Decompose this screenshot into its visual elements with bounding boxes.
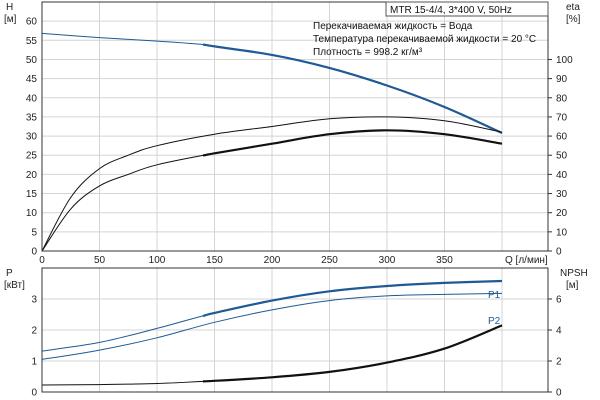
bottom-left-tick-label: 2	[31, 326, 37, 337]
x-tick-label: 350	[436, 255, 453, 266]
top-right-tick-label: 90	[556, 74, 568, 85]
top-series-1-line	[41, 116, 503, 252]
top-right-tick-label: 70	[556, 112, 568, 123]
x-tick-label: 300	[379, 255, 396, 266]
top-left-axis-label: H	[6, 2, 13, 13]
bottom-left-axis-label: P	[6, 268, 13, 279]
chart-title: MTR 15-4/4, 3*400 V, 50Hz	[390, 5, 512, 16]
top-left-tick-label: 10	[26, 208, 38, 219]
top-series-0-operating-range	[202, 43, 503, 135]
bottom-right-tick-label: 6	[556, 295, 562, 306]
info-line-temperature: Температура перекачиваемой жидкости = 20…	[313, 34, 536, 45]
top-left-tick-label: 20	[26, 170, 38, 181]
top-left-tick-label: 50	[26, 55, 38, 66]
top-right-tick-label: 60	[556, 132, 568, 143]
top-left-axis-unit: [м]	[4, 14, 17, 25]
top-right-tick-label: 10	[556, 227, 568, 238]
x-tick-label: 250	[321, 255, 338, 266]
top-right-tick-label: 40	[556, 170, 568, 181]
top-right-tick-label: 80	[556, 93, 568, 104]
top-right-tick-label: 20	[556, 208, 568, 219]
x-tick-label: 200	[264, 255, 281, 266]
series-label-p2: P2	[488, 316, 501, 327]
title-box	[385, 1, 549, 17]
bottom-series-0-operating-range	[202, 279, 503, 318]
top-left-tick-label: 45	[26, 74, 38, 85]
bottom-series-1-line	[41, 292, 503, 360]
top-series-2-operating-range	[202, 129, 503, 157]
bottom-left-tick-label: 1	[31, 357, 37, 368]
bottom-left-tick-label: 0	[31, 388, 37, 399]
bottom-right-tick-label: 4	[556, 326, 562, 337]
top-right-tick-label: 0	[556, 247, 562, 258]
bottom-right-axis-unit: [м]	[566, 280, 579, 291]
top-left-tick-label: 30	[26, 132, 38, 143]
info-line-liquid: Перекачиваемая жидкость = Вода	[313, 21, 473, 32]
top-chart-frame	[41, 1, 549, 252]
top-right-axis-label: eta	[566, 2, 580, 13]
bottom-left-axis-unit: [кВт]	[4, 280, 25, 291]
x-tick-label: 150	[206, 255, 223, 266]
bottom-right-axis-label: NPSH	[560, 268, 588, 279]
top-left-tick-label: 15	[26, 189, 38, 200]
x-tick-label: 100	[149, 255, 166, 266]
top-left-tick-label: 60	[26, 17, 38, 28]
bottom-chart-grid	[42, 268, 548, 392]
series-layer	[41, 32, 503, 386]
series-label-p1: P1	[488, 290, 501, 301]
info-line-density: Плотность = 998.2 кг/м³	[313, 47, 423, 58]
top-left-tick-label: 40	[26, 93, 38, 104]
x-axis-label: Q [л/мин]	[505, 255, 548, 266]
bottom-right-tick-label: 2	[556, 357, 562, 368]
bottom-left-tick-label: 3	[31, 295, 37, 306]
top-chart-grid	[42, 2, 548, 251]
top-right-tick-label: 50	[556, 151, 568, 162]
top-right-axis-unit: [%]	[566, 14, 581, 25]
bottom-right-tick-label: 0	[556, 388, 562, 399]
top-left-tick-label: 5	[31, 227, 37, 238]
top-left-tick-label: 35	[26, 112, 38, 123]
top-left-tick-label: 0	[31, 247, 37, 258]
x-tick-label: 50	[94, 255, 106, 266]
top-right-tick-label: 100	[556, 55, 573, 66]
x-tick-label: 0	[39, 255, 45, 266]
top-left-tick-label: 25	[26, 151, 38, 162]
top-right-tick-label: 30	[556, 189, 568, 200]
bottom-series-2-operating-range	[202, 324, 503, 383]
top-left-tick-label: 55	[26, 36, 38, 47]
